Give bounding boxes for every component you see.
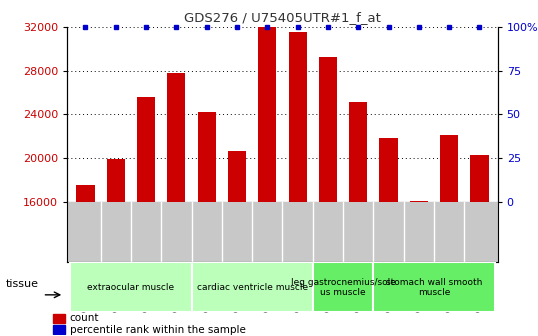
Bar [137, 97, 155, 336]
Bar [373, 262, 494, 312]
Bar [167, 73, 186, 336]
Bar [228, 151, 246, 336]
Bar [349, 102, 367, 336]
Text: count: count [70, 313, 99, 323]
Text: leg gastrocnemius/sole
us muscle: leg gastrocnemius/sole us muscle [291, 278, 395, 297]
Title: GDS276 / U75405UTR#1_f_at: GDS276 / U75405UTR#1_f_at [184, 11, 381, 24]
Bar [258, 27, 277, 336]
Text: extraocular muscle: extraocular muscle [87, 283, 174, 292]
Text: stomach wall smooth
muscle: stomach wall smooth muscle [386, 278, 482, 297]
Bar [53, 313, 65, 323]
Bar [288, 32, 307, 336]
Bar [197, 112, 216, 336]
Bar [470, 155, 489, 336]
Text: cardiac ventricle muscle: cardiac ventricle muscle [196, 283, 308, 292]
Bar [192, 262, 313, 312]
Bar [379, 138, 398, 336]
Bar [53, 325, 65, 334]
Bar [319, 57, 337, 336]
Bar [313, 262, 373, 312]
Text: percentile rank within the sample: percentile rank within the sample [70, 325, 246, 335]
Text: tissue: tissue [5, 279, 38, 289]
Bar [107, 159, 125, 336]
Bar [440, 135, 458, 336]
Bar [70, 262, 192, 312]
Bar [76, 185, 95, 336]
Bar [410, 201, 428, 336]
